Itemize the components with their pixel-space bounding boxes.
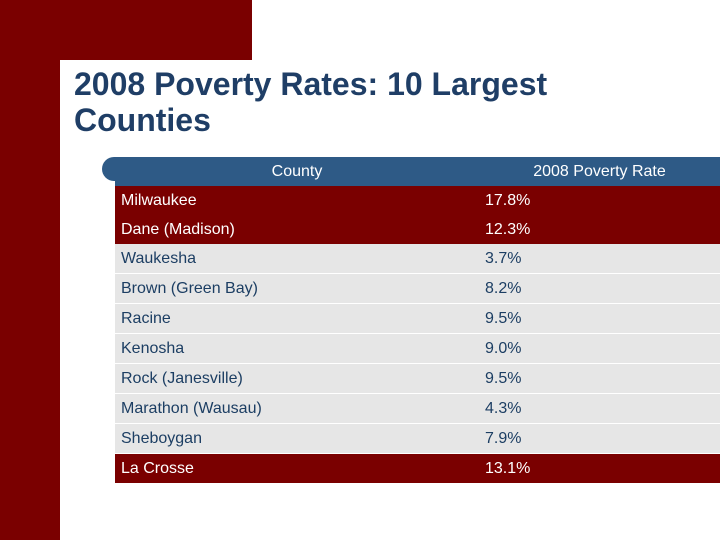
table-row: Sheboygan 7.9% — [115, 423, 720, 454]
table-row: Waukesha 3.7% — [115, 244, 720, 274]
county-cell: La Crosse — [115, 453, 479, 483]
county-cell: Marathon (Wausau) — [115, 393, 479, 424]
rate-cell: 17.8% — [479, 186, 720, 215]
table-row: Rock (Janesville) 9.5% — [115, 363, 720, 394]
county-cell: Dane (Madison) — [115, 215, 479, 244]
table-header-row: County 2008 Poverty Rate — [115, 157, 720, 186]
table-row: Racine 9.5% — [115, 303, 720, 334]
county-cell: Rock (Janesville) — [115, 363, 479, 394]
left-decorative-bar — [0, 0, 60, 540]
slide-title: 2008 Poverty Rates: 10 Largest Counties — [74, 66, 548, 138]
rate-cell: 4.3% — [479, 393, 720, 424]
county-cell: Sheboygan — [115, 423, 479, 454]
poverty-rates-table: County 2008 Poverty Rate Milwaukee 17.8% D… — [115, 157, 720, 483]
county-cell: Kenosha — [115, 333, 479, 364]
county-cell: Milwaukee — [115, 186, 479, 215]
rate-cell: 8.2% — [479, 273, 720, 304]
county-cell: Waukesha — [115, 244, 479, 274]
county-cell: Brown (Green Bay) — [115, 273, 479, 304]
county-cell: Racine — [115, 303, 479, 334]
top-decorative-block — [0, 0, 252, 60]
table-row: Dane (Madison) 12.3% — [115, 215, 720, 244]
rate-cell: 9.5% — [479, 303, 720, 334]
header-poverty-rate: 2008 Poverty Rate — [479, 157, 720, 186]
table-row: Milwaukee 17.8% — [115, 186, 720, 215]
table-row: Marathon (Wausau) 4.3% — [115, 393, 720, 424]
table-row: Brown (Green Bay) 8.2% — [115, 273, 720, 304]
rate-cell: 9.5% — [479, 363, 720, 394]
table-row: Kenosha 9.0% — [115, 333, 720, 364]
rate-cell: 9.0% — [479, 333, 720, 364]
table-row: La Crosse 13.1% — [115, 453, 720, 483]
header-county: County — [115, 157, 479, 186]
rate-cell: 12.3% — [479, 215, 720, 244]
rate-cell: 13.1% — [479, 453, 720, 483]
rate-cell: 3.7% — [479, 244, 720, 274]
rate-cell: 7.9% — [479, 423, 720, 454]
